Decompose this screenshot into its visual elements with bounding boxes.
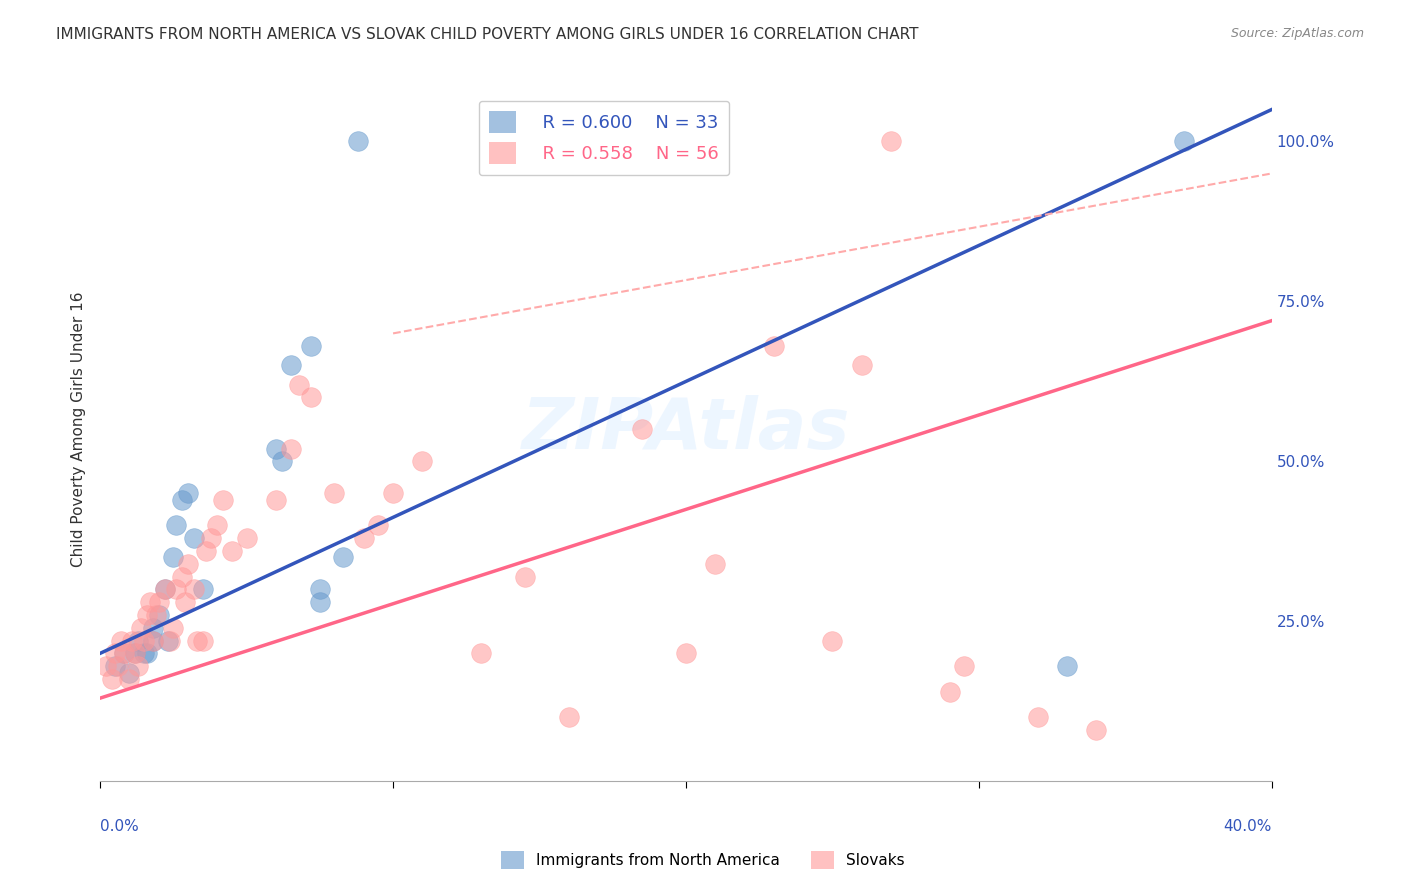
Point <box>112 646 135 660</box>
Point <box>162 621 184 635</box>
Point <box>186 633 208 648</box>
Text: 0.0%: 0.0% <box>100 819 139 834</box>
Point <box>572 135 595 149</box>
Point <box>270 454 292 468</box>
Point <box>112 646 135 660</box>
Point <box>411 454 433 468</box>
Point <box>129 621 152 635</box>
Text: Source: ZipAtlas.com: Source: ZipAtlas.com <box>1230 27 1364 40</box>
Point <box>153 582 176 597</box>
Point <box>177 486 200 500</box>
Point <box>177 557 200 571</box>
Point <box>162 550 184 565</box>
Point <box>470 646 492 660</box>
Point <box>221 544 243 558</box>
Point <box>127 633 149 648</box>
Legend:   R = 0.600    N = 33,   R = 0.558    N = 56: R = 0.600 N = 33, R = 0.558 N = 56 <box>478 101 730 176</box>
Point <box>880 135 903 149</box>
Point <box>543 135 565 149</box>
Point <box>148 595 170 609</box>
Text: IMMIGRANTS FROM NORTH AMERICA VS SLOVAK CHILD POVERTY AMONG GIRLS UNDER 16 CORRE: IMMIGRANTS FROM NORTH AMERICA VS SLOVAK … <box>56 27 918 42</box>
Point <box>347 135 370 149</box>
Point <box>558 135 581 149</box>
Point <box>288 377 311 392</box>
Point <box>332 550 354 565</box>
Point <box>280 442 302 456</box>
Point <box>953 659 976 673</box>
Point <box>264 442 287 456</box>
Point <box>200 531 222 545</box>
Point <box>675 646 697 660</box>
Point <box>121 633 143 648</box>
Point <box>235 531 257 545</box>
Point <box>704 557 727 571</box>
Point <box>142 633 165 648</box>
Point <box>165 582 187 597</box>
Point <box>136 646 159 660</box>
Point <box>183 531 205 545</box>
Point <box>207 518 229 533</box>
Point <box>153 582 176 597</box>
Point <box>529 135 551 149</box>
Point <box>174 595 197 609</box>
Point <box>142 621 165 635</box>
Point <box>1085 723 1108 738</box>
Point <box>118 672 141 686</box>
Point <box>821 633 844 648</box>
Point <box>264 492 287 507</box>
Point <box>124 646 146 660</box>
Point <box>513 135 536 149</box>
Point <box>132 646 155 660</box>
Legend: Immigrants from North America, Slovaks: Immigrants from North America, Slovaks <box>495 845 911 875</box>
Point <box>148 607 170 622</box>
Point <box>110 633 132 648</box>
Point <box>165 518 187 533</box>
Text: 40.0%: 40.0% <box>1223 819 1272 834</box>
Point <box>367 518 389 533</box>
Point <box>172 492 194 507</box>
Point <box>132 633 155 648</box>
Point <box>938 684 960 698</box>
Point <box>142 633 165 648</box>
Point <box>280 359 302 373</box>
Point <box>513 569 536 583</box>
Point <box>299 339 322 353</box>
Point <box>1026 710 1049 724</box>
Point <box>107 659 129 673</box>
Point <box>212 492 235 507</box>
Point <box>353 531 375 545</box>
Point <box>299 391 322 405</box>
Point <box>124 646 146 660</box>
Point <box>762 339 785 353</box>
Point <box>159 633 181 648</box>
Point <box>118 665 141 680</box>
Text: ZIPAtlas: ZIPAtlas <box>522 395 851 464</box>
Y-axis label: Child Poverty Among Girls Under 16: Child Poverty Among Girls Under 16 <box>72 292 86 567</box>
Point <box>308 595 330 609</box>
Point <box>382 486 405 500</box>
Point <box>156 633 179 648</box>
Point <box>104 659 127 673</box>
Point <box>145 607 167 622</box>
Point <box>172 569 194 583</box>
Point <box>127 659 149 673</box>
Point <box>308 582 330 597</box>
Point <box>104 646 127 660</box>
Point <box>1173 135 1195 149</box>
Point <box>631 422 654 436</box>
Point <box>139 595 162 609</box>
Point <box>101 672 124 686</box>
Point <box>1056 659 1078 673</box>
Point <box>191 582 214 597</box>
Point <box>191 633 214 648</box>
Point <box>323 486 346 500</box>
Point <box>136 607 159 622</box>
Point <box>558 710 581 724</box>
Point <box>194 544 217 558</box>
Point <box>94 659 117 673</box>
Point <box>183 582 205 597</box>
Point <box>851 359 873 373</box>
